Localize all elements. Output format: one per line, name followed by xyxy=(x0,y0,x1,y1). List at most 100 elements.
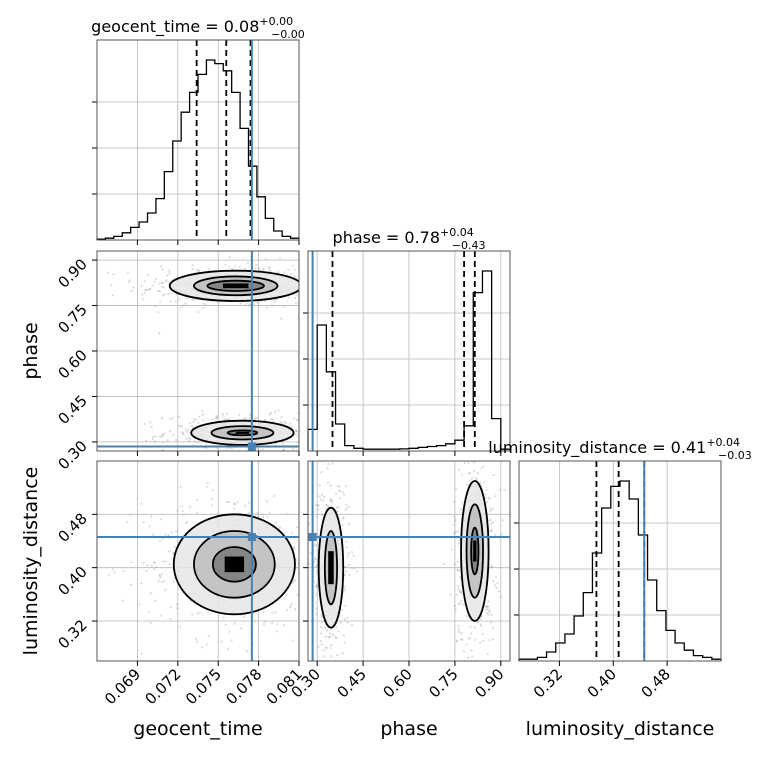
sample-point xyxy=(295,429,298,433)
sample-point xyxy=(277,409,280,412)
sample-point xyxy=(166,274,169,277)
sample-point xyxy=(191,613,194,616)
sample-point xyxy=(150,515,153,518)
sample-point xyxy=(148,287,152,291)
sample-point xyxy=(373,298,375,300)
panel-grid xyxy=(308,251,510,451)
sample-point xyxy=(469,479,472,482)
sample-point xyxy=(336,431,338,433)
sample-point xyxy=(143,422,146,425)
sample-point xyxy=(335,677,337,679)
sample-point xyxy=(324,271,326,273)
x-tick-label: 0.48 xyxy=(638,665,674,701)
sample-point xyxy=(264,419,267,422)
title-luminosity_distance: luminosity_distance = 0.41+0.04 −0.03 xyxy=(488,436,752,462)
sample-point xyxy=(449,593,452,596)
sample-point xyxy=(345,540,348,543)
sample-point xyxy=(459,508,462,511)
sample-point xyxy=(122,569,125,573)
sample-point xyxy=(474,455,476,457)
sample-point xyxy=(491,520,495,524)
title-geocent_time: geocent_time = 0.08+0.00 −0.00 xyxy=(91,15,305,41)
sample-point xyxy=(350,567,353,570)
sample-point xyxy=(160,580,163,584)
sample-point xyxy=(271,611,274,614)
sample-point xyxy=(181,452,183,454)
sample-point xyxy=(353,287,355,289)
sample-point xyxy=(163,432,166,435)
sample-point xyxy=(328,664,330,666)
panel-grid xyxy=(519,461,721,661)
sample-point xyxy=(294,429,298,432)
sample-point xyxy=(181,304,184,307)
sample-point xyxy=(479,623,482,626)
sample-point xyxy=(309,268,311,270)
sample-point xyxy=(186,520,189,524)
sample-point xyxy=(138,603,141,606)
sample-point xyxy=(231,447,234,450)
sample-point xyxy=(343,573,346,576)
sample-point xyxy=(315,543,318,547)
sample-point xyxy=(482,465,485,468)
sample-point xyxy=(456,568,459,571)
sample-point xyxy=(316,532,319,536)
sample-point xyxy=(471,458,473,460)
sample-point xyxy=(182,513,185,517)
sample-point xyxy=(320,493,324,497)
sample-point xyxy=(126,271,130,274)
sample-point xyxy=(159,300,162,303)
sample-point xyxy=(266,515,269,518)
sample-point xyxy=(179,485,182,488)
sample-point xyxy=(322,671,324,673)
sample-point xyxy=(315,283,317,285)
density-peak xyxy=(328,551,334,585)
sample-point xyxy=(227,500,231,503)
sample-point xyxy=(300,269,302,271)
sample-point xyxy=(187,440,191,443)
sample-point xyxy=(228,265,231,268)
sample-point xyxy=(283,271,286,274)
sample-point xyxy=(473,626,476,629)
sample-point xyxy=(244,417,247,420)
sample-point xyxy=(456,530,459,533)
sample-point xyxy=(315,565,318,568)
sample-point xyxy=(143,291,146,295)
sample-point xyxy=(303,283,305,285)
sample-point xyxy=(454,608,457,611)
sample-point xyxy=(347,522,350,526)
sample-point xyxy=(270,418,273,421)
sample-point xyxy=(164,533,167,536)
sample-point xyxy=(294,433,298,436)
sample-point xyxy=(486,608,489,611)
sample-point xyxy=(287,296,290,299)
sample-point xyxy=(304,301,306,303)
sample-point xyxy=(310,299,312,301)
sample-point xyxy=(158,282,161,285)
sample-point xyxy=(35,279,37,281)
sample-point xyxy=(492,637,495,641)
sample-point xyxy=(321,620,324,623)
sample-point xyxy=(188,432,191,435)
sample-point xyxy=(171,416,174,420)
sample-point xyxy=(174,300,177,303)
sample-point xyxy=(466,483,469,486)
sample-point xyxy=(324,282,326,284)
sample-point xyxy=(321,293,323,295)
sample-point xyxy=(153,440,156,443)
sample-point xyxy=(331,501,334,504)
sample-point xyxy=(191,268,195,271)
sample-point xyxy=(129,513,132,516)
sample-point xyxy=(341,491,344,494)
sample-point xyxy=(453,520,457,523)
sample-point xyxy=(460,501,464,504)
sample-point xyxy=(314,440,316,442)
axes-frame xyxy=(96,460,300,662)
sample-point xyxy=(453,515,456,518)
sample-point xyxy=(500,532,503,535)
sample-point xyxy=(496,581,499,585)
sample-point xyxy=(313,544,316,547)
sample-point xyxy=(215,417,218,420)
sample-point xyxy=(289,273,293,276)
sample-point xyxy=(291,639,294,642)
sample-point xyxy=(342,516,345,519)
